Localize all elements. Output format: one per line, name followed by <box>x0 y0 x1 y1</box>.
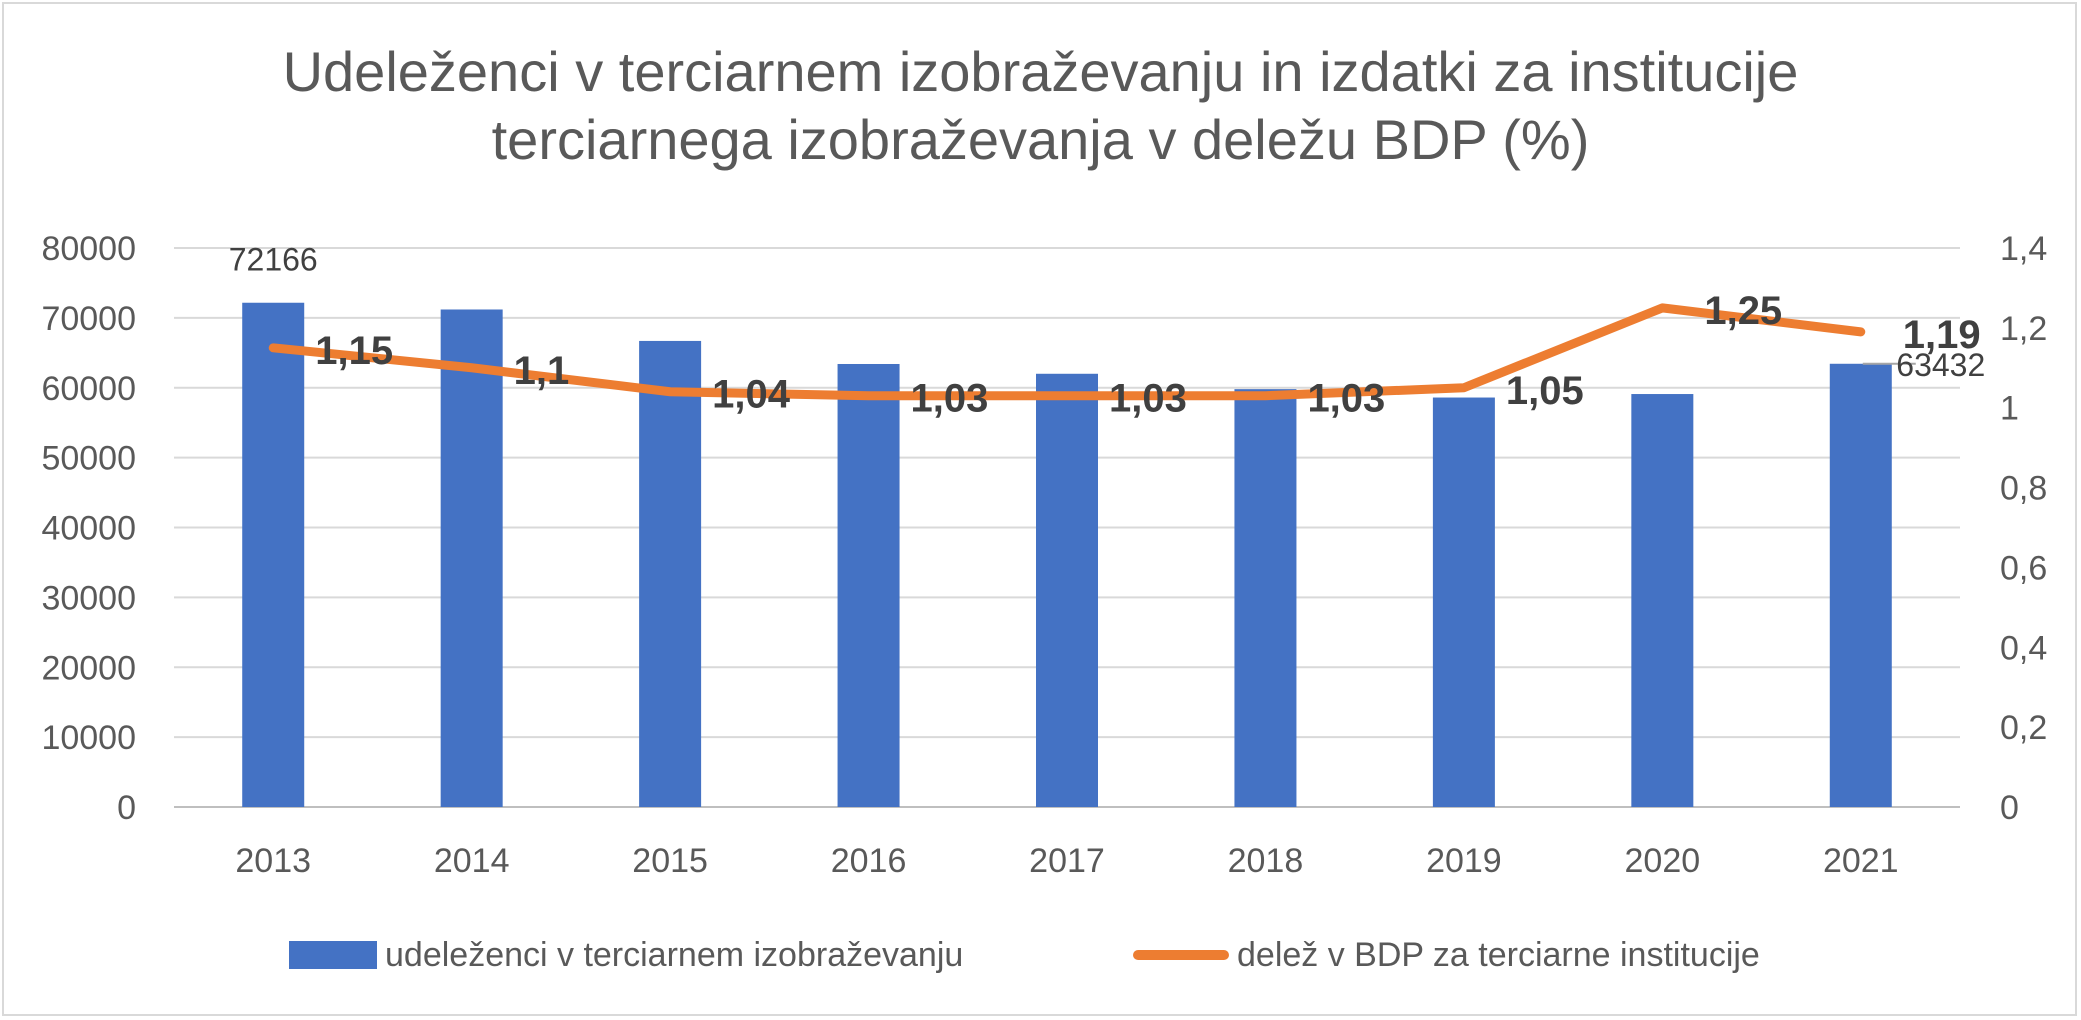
x-tick-label: 2017 <box>1029 842 1105 880</box>
legend-swatch-bar <box>289 941 377 969</box>
left-tick-label: 40000 <box>41 510 136 548</box>
bar <box>1631 394 1694 807</box>
left-tick-label: 30000 <box>41 579 136 617</box>
right-axis-ticks: 0 0,2 0,4 0,6 0,8 1 1,2 1,4 <box>2000 230 2047 827</box>
x-tick-label: 2015 <box>632 842 708 880</box>
right-tick-label: 0,4 <box>2000 629 2047 667</box>
line-data-label: 1,03 <box>1109 377 1187 421</box>
x-tick-label: 2016 <box>831 842 907 880</box>
line-data-label: 1,1 <box>514 349 570 393</box>
bar <box>639 340 702 807</box>
legend-item-bars: udeleženci v terciarnem izobraževanju <box>289 930 963 980</box>
right-tick-label: 1,4 <box>2000 230 2047 268</box>
legend-item-line: delež v BDP za terciarne institucije <box>1133 930 1760 980</box>
left-tick-label: 0 <box>117 789 136 827</box>
x-tick-label: 2013 <box>235 842 311 880</box>
line-series <box>268 303 1866 401</box>
bar-data-label: 63432 <box>1896 347 1985 383</box>
left-tick-label: 60000 <box>41 370 136 408</box>
x-tick-label: 2021 <box>1823 842 1899 880</box>
x-tick-label: 2014 <box>434 842 510 880</box>
x-tick-label: 2019 <box>1426 842 1502 880</box>
legend-label-bars: udeleženci v terciarnem izobraževanju <box>385 935 964 974</box>
bar <box>837 363 900 807</box>
line-data-label: 1,03 <box>911 377 989 421</box>
bar-series <box>242 302 1892 807</box>
right-tick-label: 1,2 <box>2000 310 2047 348</box>
right-tick-label: 0 <box>2000 789 2019 827</box>
line-data-label: 1,03 <box>1307 377 1385 421</box>
legend-label-line: delež v BDP za terciarne institucije <box>1237 935 1760 974</box>
bar <box>1829 363 1892 807</box>
right-tick-label: 0,8 <box>2000 470 2047 508</box>
chart-title-line-1: Udeleženci v terciarnem izobraževanju in… <box>282 40 1799 103</box>
line-path <box>268 303 1866 401</box>
line-data-label: 1,04 <box>712 373 791 417</box>
chart-title-line-2: terciarnega izobraževanja v deležu BDP (… <box>491 108 1590 171</box>
line-data-label: 1,15 <box>315 329 393 373</box>
right-tick-label: 1 <box>2000 390 2019 428</box>
legend-swatch-line <box>1133 950 1229 960</box>
left-tick-label: 20000 <box>41 649 136 687</box>
legend: udeleženci v terciarnem izobraževanju de… <box>0 930 2081 980</box>
right-tick-label: 0,2 <box>2000 709 2047 747</box>
bar <box>440 309 503 807</box>
x-tick-label: 2020 <box>1625 842 1701 880</box>
left-tick-label: 80000 <box>41 230 136 268</box>
right-tick-label: 0,6 <box>2000 549 2047 587</box>
left-tick-label: 70000 <box>41 300 136 338</box>
left-tick-label: 10000 <box>41 719 136 757</box>
bar <box>1234 389 1297 807</box>
x-axis-labels: 2013 2014 2015 2016 2017 2018 2019 2020 2021 <box>235 842 1898 880</box>
line-data-label: 1,25 <box>1704 289 1782 333</box>
line-data-label: 1,05 <box>1506 369 1584 413</box>
bar <box>242 302 305 807</box>
bar <box>1036 373 1098 807</box>
data-labels: 72166 63432 1,15 1,1 1,04 1,03 1,03 1,03 1,05 1,2… <box>229 242 1986 421</box>
left-axis-ticks: 0 10000 20000 30000 40000 50000 60000 70000 8000… <box>41 230 136 827</box>
left-tick-label: 50000 <box>41 440 136 478</box>
bar <box>1432 397 1495 807</box>
x-tick-label: 2018 <box>1228 842 1304 880</box>
line-data-label: 1,19 <box>1903 313 1981 357</box>
chart-title: Udeleženci v terciarnem izobraževanju in… <box>0 38 2081 174</box>
bar-data-label: 72166 <box>229 242 318 278</box>
